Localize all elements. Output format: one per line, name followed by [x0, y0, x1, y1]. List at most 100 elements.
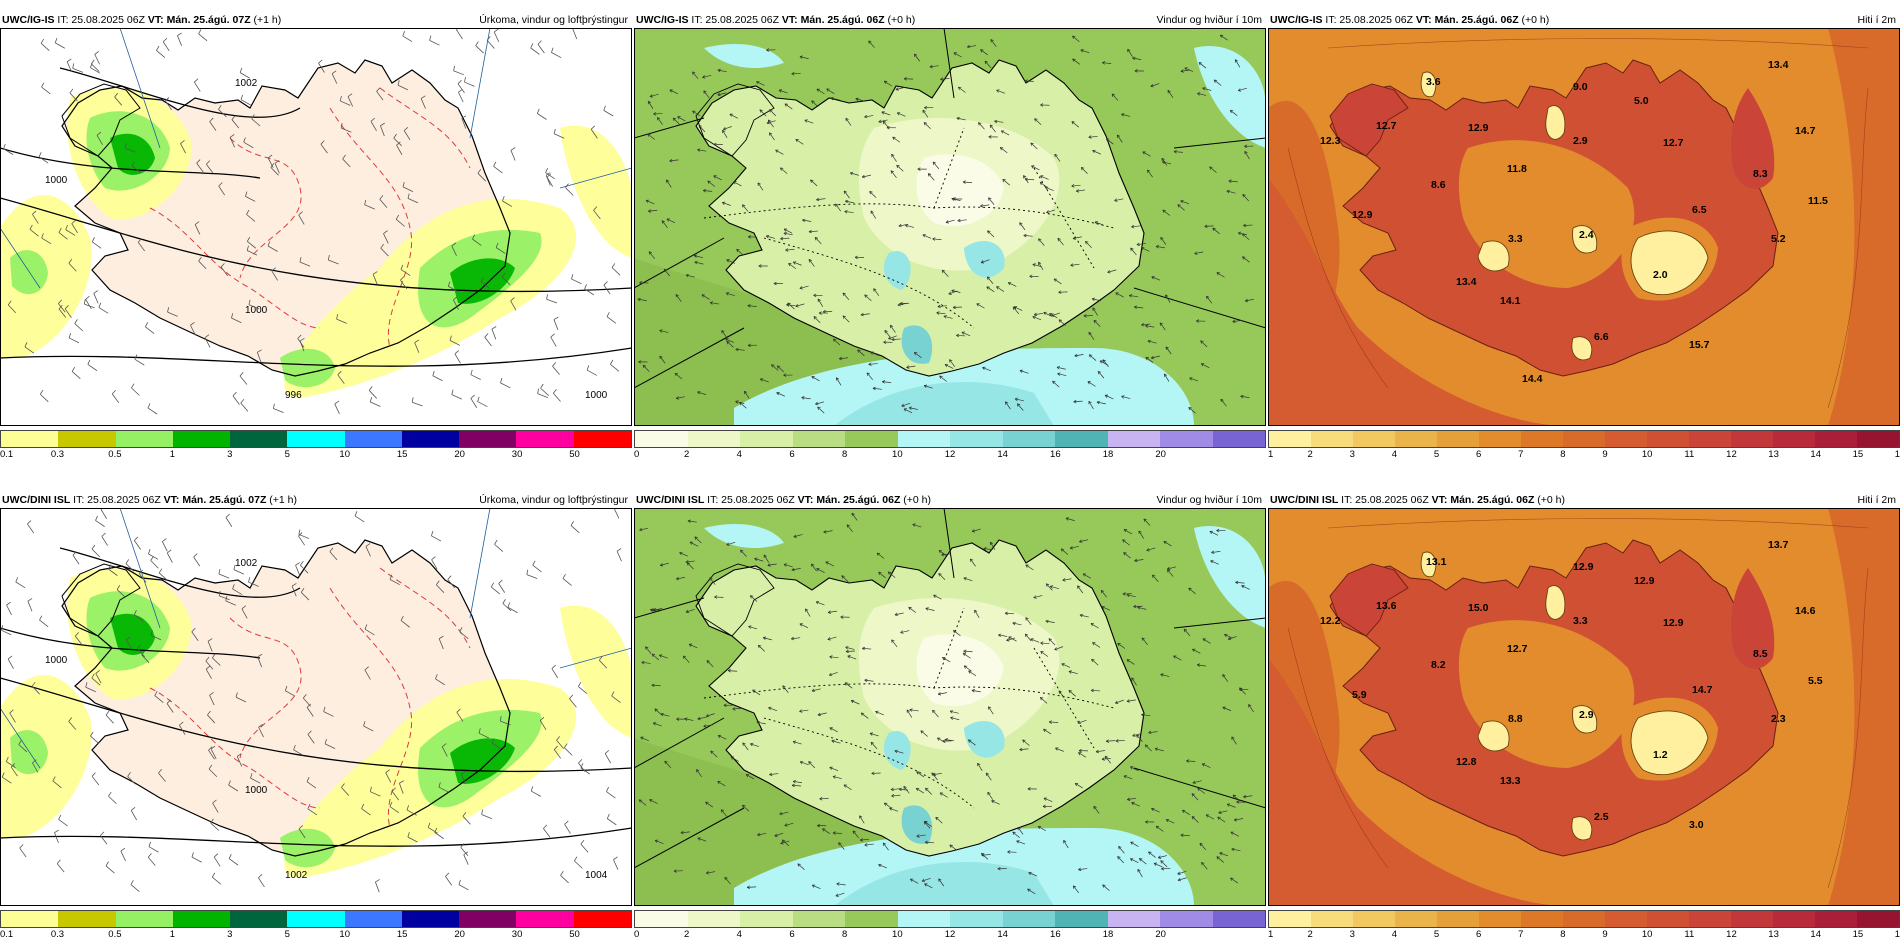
colorbar-tick-label: 10: [892, 929, 903, 940]
temperature-value-label: 11.8: [1507, 163, 1527, 175]
colorbar-tick-label: 20: [1155, 929, 1166, 940]
isobar-label: 1000: [45, 655, 68, 666]
colorbar-tick-label: 18: [1102, 449, 1114, 460]
init-time-value: 25.08.2025 06Z: [721, 494, 795, 506]
colorbar-tick-label: 4: [736, 929, 742, 940]
lead-time: (+0 h): [1518, 14, 1550, 26]
temperature-value-label: 2.9: [1579, 709, 1594, 721]
colorbar-swatch: [1353, 431, 1395, 447]
colorbar-swatch: [1815, 911, 1857, 927]
colorbar-swatch: [1002, 431, 1055, 447]
colorbar-swatch: [58, 431, 116, 447]
isobar-label: 1000: [45, 175, 68, 186]
colorbar-swatch: [1857, 911, 1899, 927]
temperature-value-label: 3.3: [1508, 233, 1523, 245]
isobar-label: 1000: [245, 305, 268, 316]
colorbar-swatch: [1353, 911, 1395, 927]
panel-header: UWC/DINI ISL IT: 25.08.2025 06Z VT: Mán.…: [1268, 492, 1900, 508]
colorbar-tick-label: 14: [997, 449, 1008, 460]
temperature-value-label: 8.5: [1753, 648, 1768, 660]
model-name: UWC/IG-IS: [1270, 14, 1323, 26]
colorbar-tick-label: 1: [1268, 929, 1274, 940]
panel-header: UWC/IG-IS IT: 25.08.2025 06Z VT: Mán. 25…: [634, 12, 1266, 28]
colorbar-swatch: [172, 431, 231, 447]
colorbar-swatch: [1647, 431, 1689, 447]
init-time-label: IT:: [1322, 14, 1340, 26]
temperature-value-label: 12.8: [1456, 756, 1477, 768]
colorbar-tick-label: 10: [339, 929, 351, 940]
valid-time-label: VT:: [1428, 494, 1451, 506]
colorbar-tick-label: 15: [1852, 449, 1864, 460]
colorbar-swatch: [230, 911, 288, 927]
colorbar-tick-label: 5: [284, 929, 290, 940]
temperature-value-label: 2.0: [1653, 269, 1668, 281]
colorbar-tick-label: 20: [1155, 449, 1166, 460]
colorbar-tick-label: 10: [1641, 449, 1653, 460]
colorbar-tick-label: 4: [736, 449, 742, 460]
colorbar-tick-label: 50: [569, 929, 580, 940]
colorbar-swatch: [58, 911, 116, 927]
colorbar-tick-label: 16: [1050, 929, 1061, 940]
run-info: UWC/IG-IS IT: 25.08.2025 06Z VT: Mán. 25…: [636, 12, 915, 28]
temperature-value-label: 3.6: [1426, 76, 1441, 88]
colorbar-swatch: [635, 431, 688, 447]
init-time-label: IT:: [54, 14, 72, 26]
temperature-value-label: 8.3: [1753, 168, 1768, 180]
temperature-value-label: 14.7: [1795, 125, 1816, 137]
temperature-value-label: 13.1: [1426, 556, 1447, 568]
panel-title: Hiti í 2m: [1857, 14, 1896, 26]
valid-time-label: VT:: [778, 14, 801, 26]
colorbar-swatch: [950, 911, 1003, 927]
model-name: UWC/DINI ISL: [1270, 494, 1339, 506]
forecast-map-precip: 1002 1000 1000 996 1000: [0, 28, 632, 426]
forecast-map-temp: 13.1 12.9 13.7 13.6 15.0 12.9 12.2 3.3 12.9 14.6 1…: [1268, 508, 1900, 906]
forecast-panel-wind: UWC/DINI ISL IT: 25.08.2025 06Z VT: Mán.…: [634, 492, 1266, 944]
colorbar-tick-label: 0.5: [108, 929, 122, 940]
colorbar-ticks: 12345678910111213141516: [1268, 929, 1900, 941]
init-time-label: IT:: [70, 494, 88, 506]
init-time-label: IT:: [1338, 494, 1356, 506]
run-info: UWC/IG-IS IT: 25.08.2025 06Z VT: Mán. 25…: [1270, 12, 1549, 28]
colorbar-swatch: [115, 911, 173, 927]
colorbar-tick-label: 5: [284, 449, 290, 460]
isobar-label: 1000: [585, 390, 608, 401]
colorbar-tick-label: 14: [1810, 929, 1822, 940]
init-time-value: 25.08.2025 06Z: [705, 14, 779, 26]
colorbar-tick-label: 20: [454, 449, 465, 460]
model-name: UWC/IG-IS: [636, 14, 689, 26]
colorbar-tick-label: 11: [1684, 449, 1695, 460]
colorbar-swatch: [573, 431, 631, 447]
colorbar-tick-label: 15: [396, 449, 408, 460]
run-info: UWC/DINI ISL IT: 25.08.2025 06Z VT: Mán.…: [636, 492, 931, 508]
model-name: UWC/DINI ISL: [2, 494, 71, 506]
temperature-value-label: 6.6: [1594, 331, 1609, 343]
forecast-map-wind: [634, 28, 1266, 426]
colorbar-tick-label: 18: [1102, 929, 1114, 940]
colorbar-swatch: [1160, 911, 1213, 927]
colorbar-tick-label: 30: [511, 929, 523, 940]
colorbar-swatch: [1107, 431, 1160, 447]
valid-time-label: VT:: [1412, 14, 1435, 26]
colorbar-swatch: [1269, 431, 1311, 447]
temperature-value-label: 13.7: [1768, 539, 1789, 551]
colorbar-swatch: [344, 911, 402, 927]
colorbar-tick-label: 10: [339, 449, 351, 460]
temperature-value-label: 12.2: [1320, 615, 1341, 627]
colorbar-tick-label: 6: [789, 449, 795, 460]
colorbar-ticks: 0.1 0.3 0.5 1 3 5 10 15 20 30 50: [0, 929, 632, 941]
isobar-label: 1002: [235, 78, 258, 89]
colorbar-swatch: [401, 911, 460, 927]
colorbar-tick-label: 12: [1726, 929, 1737, 940]
colorbar-swatch: [516, 911, 574, 927]
temperature-value-label: 8.8: [1508, 713, 1523, 725]
colorbar-tick-label: 16: [1050, 449, 1061, 460]
isobar-label: 1002: [285, 870, 308, 881]
colorbar-tick-label: 4: [1391, 449, 1398, 460]
colorbar-tick-label: 6: [1476, 449, 1482, 460]
colorbar-tick-label: 10: [892, 449, 903, 460]
colorbar-tick-label: 20: [454, 929, 465, 940]
temperature-value-label: 12.9: [1468, 122, 1489, 134]
colorbar-tick-label: 9: [1602, 929, 1608, 940]
colorbar-swatch: [459, 431, 517, 447]
colorbar-swatch: [635, 911, 688, 927]
